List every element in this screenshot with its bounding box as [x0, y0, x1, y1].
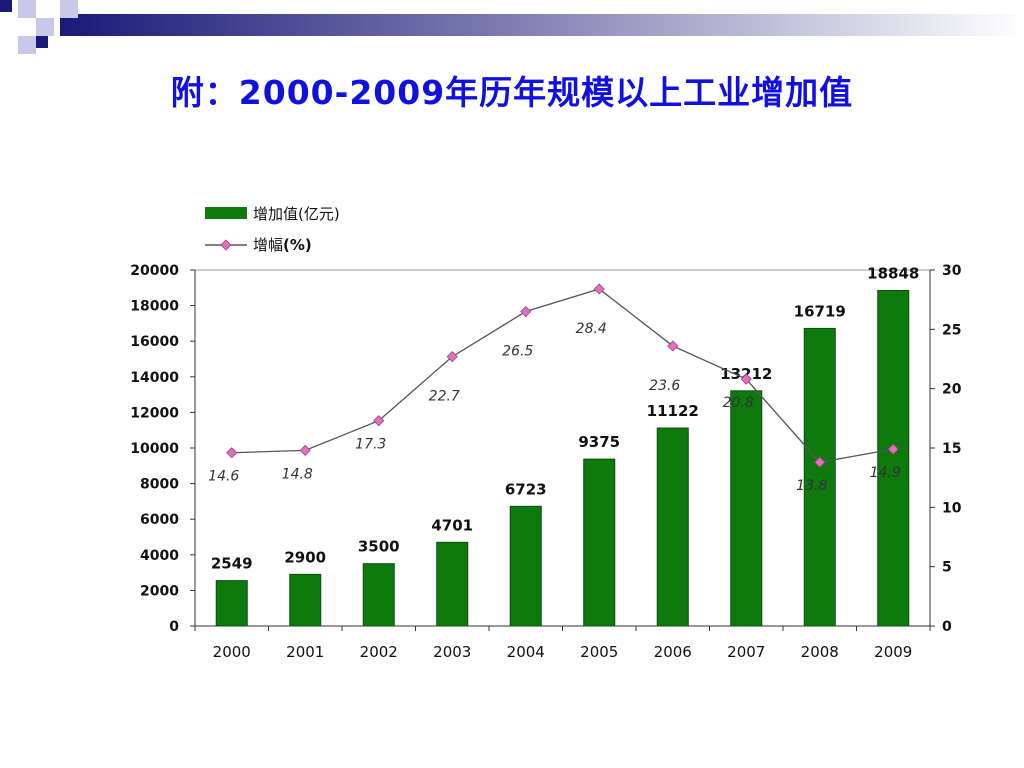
left-tick-label: 16000 — [130, 334, 179, 350]
right-tick-label: 15 — [942, 441, 961, 457]
line-marker — [887, 443, 899, 455]
bar — [877, 290, 910, 627]
line-value-label: 17.3 — [355, 437, 386, 453]
page-title: 附：2000-2009年历年规模以上工业增加值 — [170, 73, 854, 112]
left-tick-label: 2000 — [140, 583, 179, 599]
legend-bar-swatch — [205, 207, 247, 219]
x-tick-label: 2000 — [213, 643, 251, 661]
bar — [436, 541, 469, 627]
left-axis-ticks: 0 2000 4000 6000 8000 10000 12000 14000 16000 180… — [130, 263, 195, 635]
deco-square — [0, 18, 18, 36]
line-marker — [520, 305, 532, 318]
bar — [509, 505, 542, 627]
line-value-label: 13.8 — [796, 478, 827, 494]
bar-value-label: 6723 — [505, 480, 547, 498]
left-tick-label: 12000 — [130, 405, 179, 421]
deco-square — [36, 18, 54, 36]
line-value-label: 22.7 — [429, 389, 460, 405]
deco-square — [18, 0, 36, 18]
line-marker — [446, 351, 458, 363]
left-tick-label: 0 — [169, 619, 179, 635]
right-tick-label: 10 — [942, 500, 962, 516]
left-tick-label: 8000 — [140, 477, 179, 493]
deco-square — [60, 0, 78, 18]
line-value-label: 28.4 — [576, 321, 607, 337]
growth-line — [231, 288, 894, 463]
deco-square — [18, 18, 36, 36]
bar-value-label: 2900 — [284, 548, 326, 566]
bar-value-label: 18848 — [867, 265, 919, 283]
x-axis-ticks: 2000 2001 2002 2003 2004 2005 2006 2007 2008 2009 — [194, 626, 931, 661]
deco-square — [18, 36, 36, 54]
deco-square — [36, 36, 48, 48]
left-tick-label: 18000 — [130, 299, 179, 315]
x-tick-label: 2003 — [433, 643, 471, 661]
bar-value-label: 9375 — [578, 433, 620, 451]
x-tick-label: 2004 — [507, 643, 545, 661]
line-value-label: 26.5 — [502, 344, 533, 360]
slide-decoration — [0, 0, 1024, 54]
bar — [289, 573, 322, 627]
bar-value-label: 16719 — [794, 302, 846, 320]
right-tick-label: 0 — [942, 619, 952, 635]
x-tick-label: 2002 — [360, 643, 398, 661]
line-marker — [373, 415, 385, 427]
bar — [362, 563, 395, 627]
line-value-label: 14.9 — [870, 465, 901, 481]
right-tick-label: 25 — [942, 322, 961, 338]
line-value-label: 23.6 — [649, 378, 680, 394]
x-tick-label: 2008 — [801, 643, 839, 661]
x-tick-label: 2005 — [580, 643, 618, 661]
line-marker — [226, 447, 238, 459]
x-tick-label: 2001 — [286, 643, 324, 661]
bar — [803, 327, 836, 627]
x-tick-label: 2006 — [654, 643, 692, 661]
right-tick-label: 30 — [942, 263, 962, 279]
bar — [215, 580, 248, 627]
line-marker — [593, 283, 605, 295]
bar-series — [215, 290, 910, 627]
chart-legend: 增加值(亿元) 增幅(%) — [205, 205, 340, 254]
right-tick-label: 5 — [942, 560, 952, 576]
line-value-label: 14.6 — [208, 469, 239, 485]
right-tick-label: 20 — [942, 382, 962, 398]
bar-value-label: 2549 — [211, 555, 253, 573]
legend-bar-label: 增加值(亿元) — [253, 205, 340, 223]
left-tick-label: 14000 — [130, 370, 179, 386]
line-marker — [740, 373, 752, 385]
line-series — [226, 283, 899, 468]
line-value-label: 14.8 — [282, 466, 313, 482]
bar-value-label: 11122 — [647, 402, 699, 420]
left-tick-label: 10000 — [130, 441, 179, 457]
line-value-label: 20.8 — [723, 395, 754, 411]
left-tick-label: 4000 — [140, 548, 179, 564]
left-tick-label: 6000 — [140, 512, 179, 528]
bar — [656, 427, 689, 627]
line-marker — [814, 456, 826, 468]
left-tick-label: 20000 — [130, 263, 179, 279]
legend-line-label: 增幅(%) — [253, 236, 312, 254]
line-marker — [299, 444, 311, 456]
bar — [583, 458, 616, 627]
x-tick-label: 2009 — [874, 643, 912, 661]
deco-square — [0, 0, 12, 12]
line-data-labels: 14.6 14.8 17.3 22.7 26.5 28.4 23.6 20.8 13.8 14.9 — [208, 321, 901, 494]
header-gradient-band — [60, 14, 1024, 36]
legend-line-marker — [220, 239, 232, 251]
bar-value-label: 4701 — [431, 516, 473, 534]
bar — [730, 390, 763, 627]
x-tick-label: 2007 — [727, 643, 765, 661]
bar-value-label: 3500 — [358, 538, 400, 556]
line-marker — [667, 340, 679, 352]
right-axis-ticks: 0 5 10 15 20 25 30 — [930, 263, 962, 635]
